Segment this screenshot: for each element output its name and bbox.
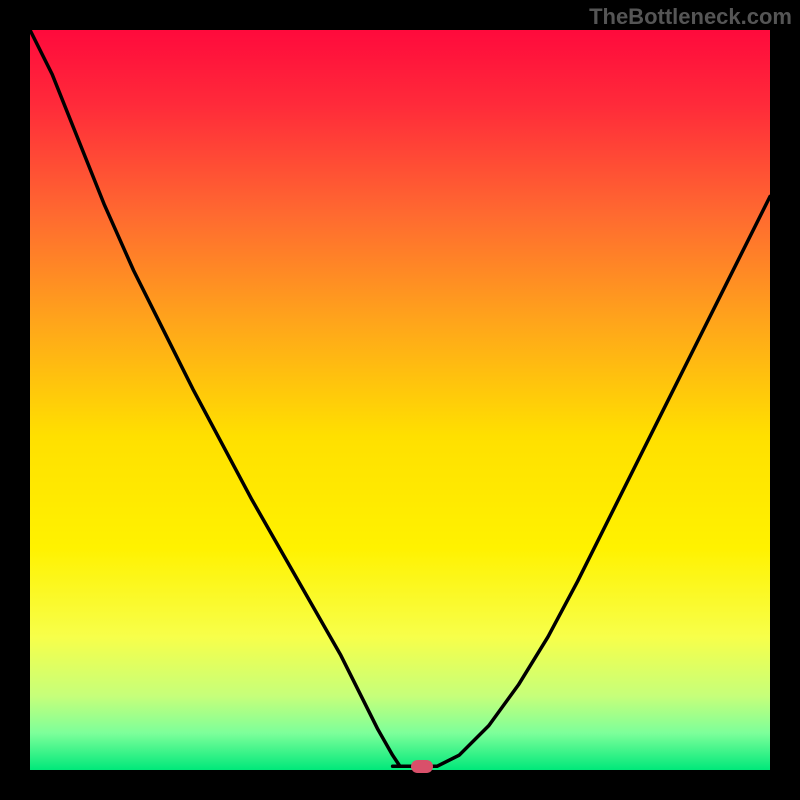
bottleneck-curve	[30, 30, 770, 770]
plot-area	[30, 30, 770, 770]
chart-frame: TheBottleneck.com	[0, 0, 800, 800]
valley-marker	[411, 760, 433, 773]
watermark-text: TheBottleneck.com	[589, 4, 792, 30]
